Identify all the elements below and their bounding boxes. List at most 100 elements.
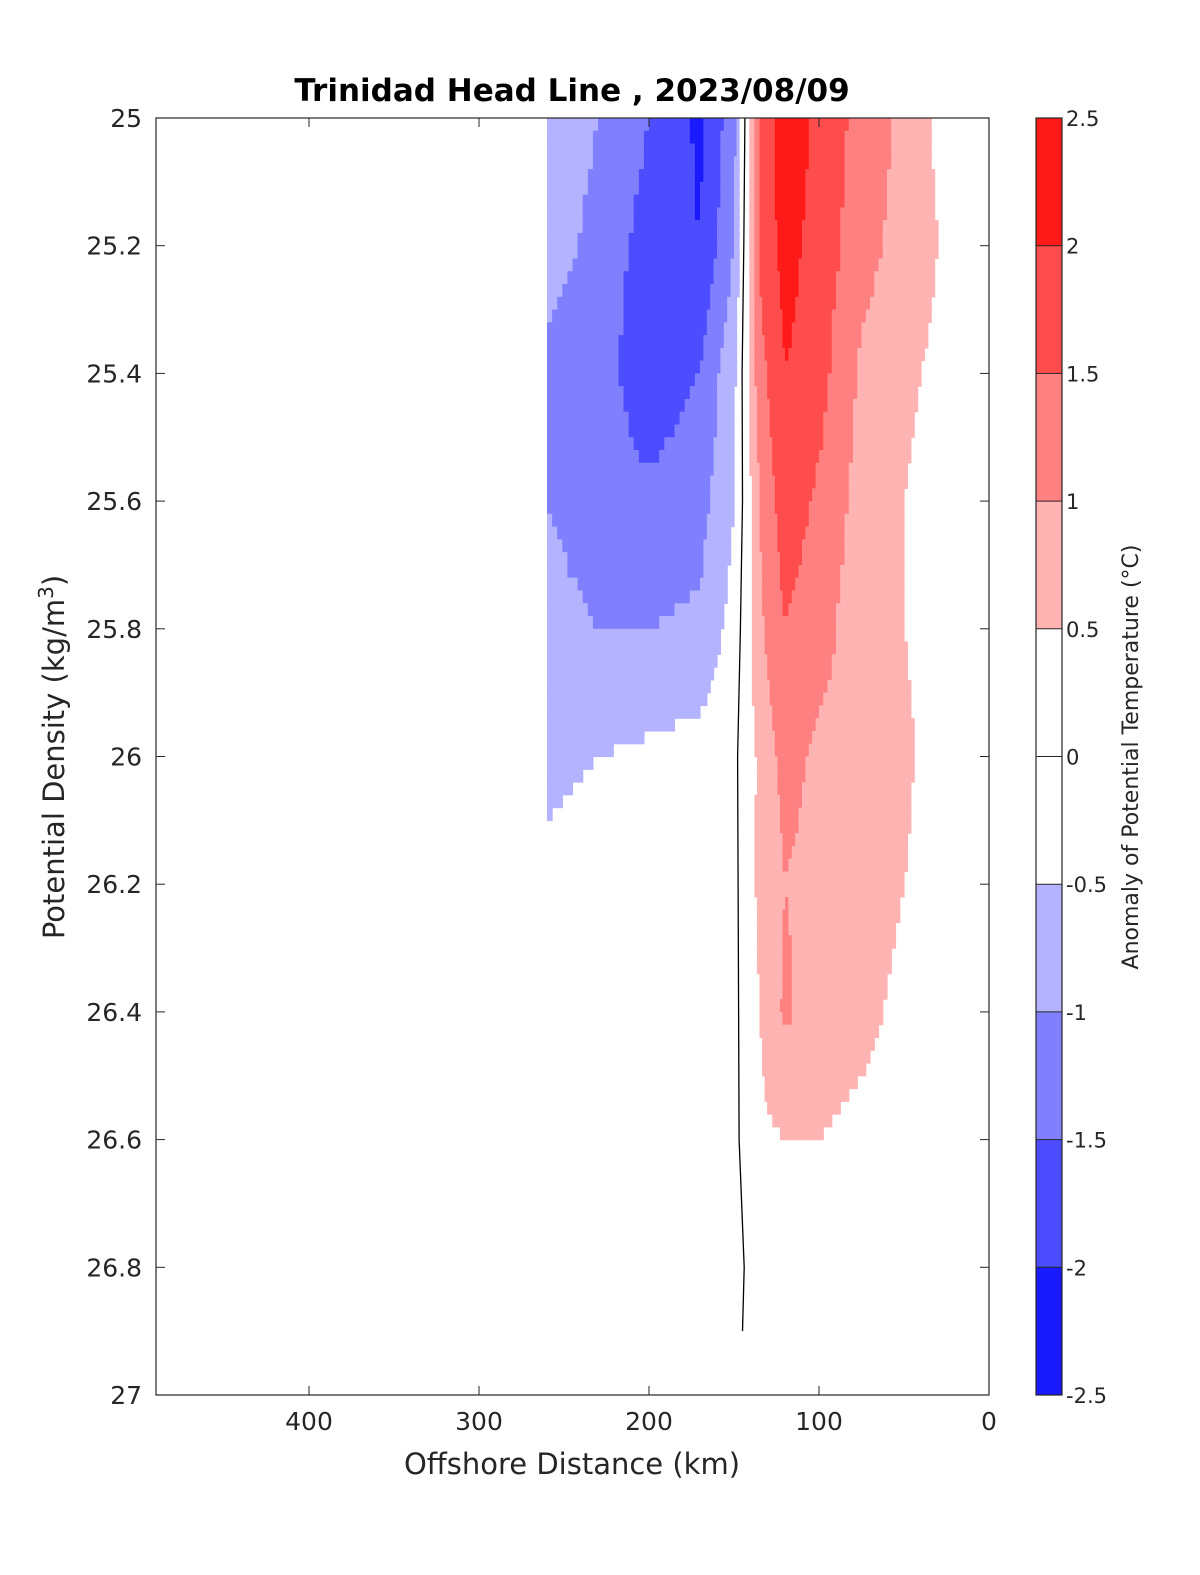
field-cell — [802, 884, 806, 898]
field-cell — [769, 552, 773, 566]
field-cell — [857, 820, 863, 834]
field-cell — [788, 973, 793, 987]
field-cell — [785, 999, 789, 1013]
field-cell — [805, 143, 810, 157]
field-cell — [557, 309, 563, 323]
field-cell — [608, 169, 614, 183]
field-cell — [827, 782, 833, 796]
field-cell — [772, 718, 776, 732]
field-cell — [882, 667, 888, 681]
field-cell — [669, 118, 676, 132]
field-cell — [815, 845, 820, 860]
field-cell — [703, 258, 708, 272]
field-cell — [659, 539, 665, 553]
field-cell — [836, 884, 841, 898]
field-cell — [899, 424, 905, 438]
field-cell — [785, 667, 789, 681]
field-cell — [891, 641, 897, 655]
field-cell — [857, 833, 863, 847]
field-cell — [840, 130, 846, 145]
field-cell — [659, 143, 665, 157]
field-cell — [552, 424, 558, 438]
field-cell — [848, 820, 854, 834]
field-cell — [557, 181, 563, 196]
field-cell — [713, 654, 718, 668]
field-cell — [603, 424, 609, 438]
field-cell — [779, 756, 784, 770]
field-cell — [608, 590, 614, 604]
field-cell — [759, 641, 763, 655]
field-cell — [853, 284, 858, 298]
field-cell — [643, 194, 650, 208]
field-cell — [567, 564, 574, 579]
field-cell — [836, 833, 841, 847]
field-cell — [921, 258, 925, 272]
field-cell — [899, 679, 905, 694]
field-cell — [703, 220, 708, 234]
field-cell — [798, 143, 803, 157]
field-cell — [754, 616, 758, 630]
field-cell — [674, 679, 681, 694]
field-cell — [633, 641, 640, 655]
field-cell — [764, 692, 768, 707]
field-cell — [777, 322, 781, 336]
field-cell — [861, 782, 867, 796]
field-cell — [736, 207, 740, 221]
field-cell — [720, 347, 725, 362]
field-cell — [777, 616, 781, 630]
field-cell — [887, 475, 892, 489]
field-cell — [791, 296, 796, 311]
field-cell — [654, 386, 660, 400]
field-cell — [874, 641, 880, 655]
field-cell — [808, 322, 813, 336]
field-cell — [769, 309, 773, 323]
field-cell — [710, 118, 715, 132]
field-cell — [592, 475, 599, 489]
field-cell — [694, 220, 701, 234]
field-cell — [812, 628, 817, 643]
field-cell — [618, 258, 625, 272]
field-cell — [669, 564, 676, 579]
field-cell — [844, 118, 850, 132]
field-cell — [567, 118, 574, 132]
field-cell — [827, 526, 833, 541]
field-cell — [899, 692, 905, 707]
field-cell — [899, 118, 905, 132]
field-cell — [679, 181, 686, 196]
field-cell — [664, 130, 670, 145]
field-cell — [659, 679, 665, 694]
field-cell — [689, 654, 696, 668]
field-cell — [927, 258, 932, 272]
field-cell — [772, 220, 776, 234]
field-cell — [924, 258, 929, 272]
field-cell — [643, 220, 650, 234]
field-cell — [836, 845, 841, 860]
field-cell — [664, 207, 670, 221]
field-cell — [808, 169, 813, 183]
field-cell — [628, 552, 635, 566]
field-cell — [694, 590, 701, 604]
field-cell — [734, 373, 738, 387]
field-cell — [552, 118, 558, 132]
field-cell — [899, 769, 905, 783]
field-cell — [785, 718, 789, 732]
field-cell — [815, 679, 820, 694]
field-cell — [643, 450, 650, 464]
field-cell — [762, 909, 766, 924]
field-cell — [720, 296, 725, 311]
field-cell — [638, 513, 645, 528]
field-cell — [895, 220, 901, 234]
field-cell — [904, 679, 908, 694]
field-cell — [802, 552, 806, 566]
field-cell — [762, 769, 766, 783]
field-cell — [788, 616, 793, 630]
field-cell — [805, 335, 810, 349]
field-cell — [689, 118, 696, 132]
field-cell — [764, 309, 768, 323]
field-cell — [613, 130, 619, 145]
field-cell — [603, 705, 609, 719]
field-cell — [628, 539, 635, 553]
field-cell — [557, 411, 563, 426]
field-cell — [777, 143, 781, 157]
field-cell — [844, 603, 850, 617]
